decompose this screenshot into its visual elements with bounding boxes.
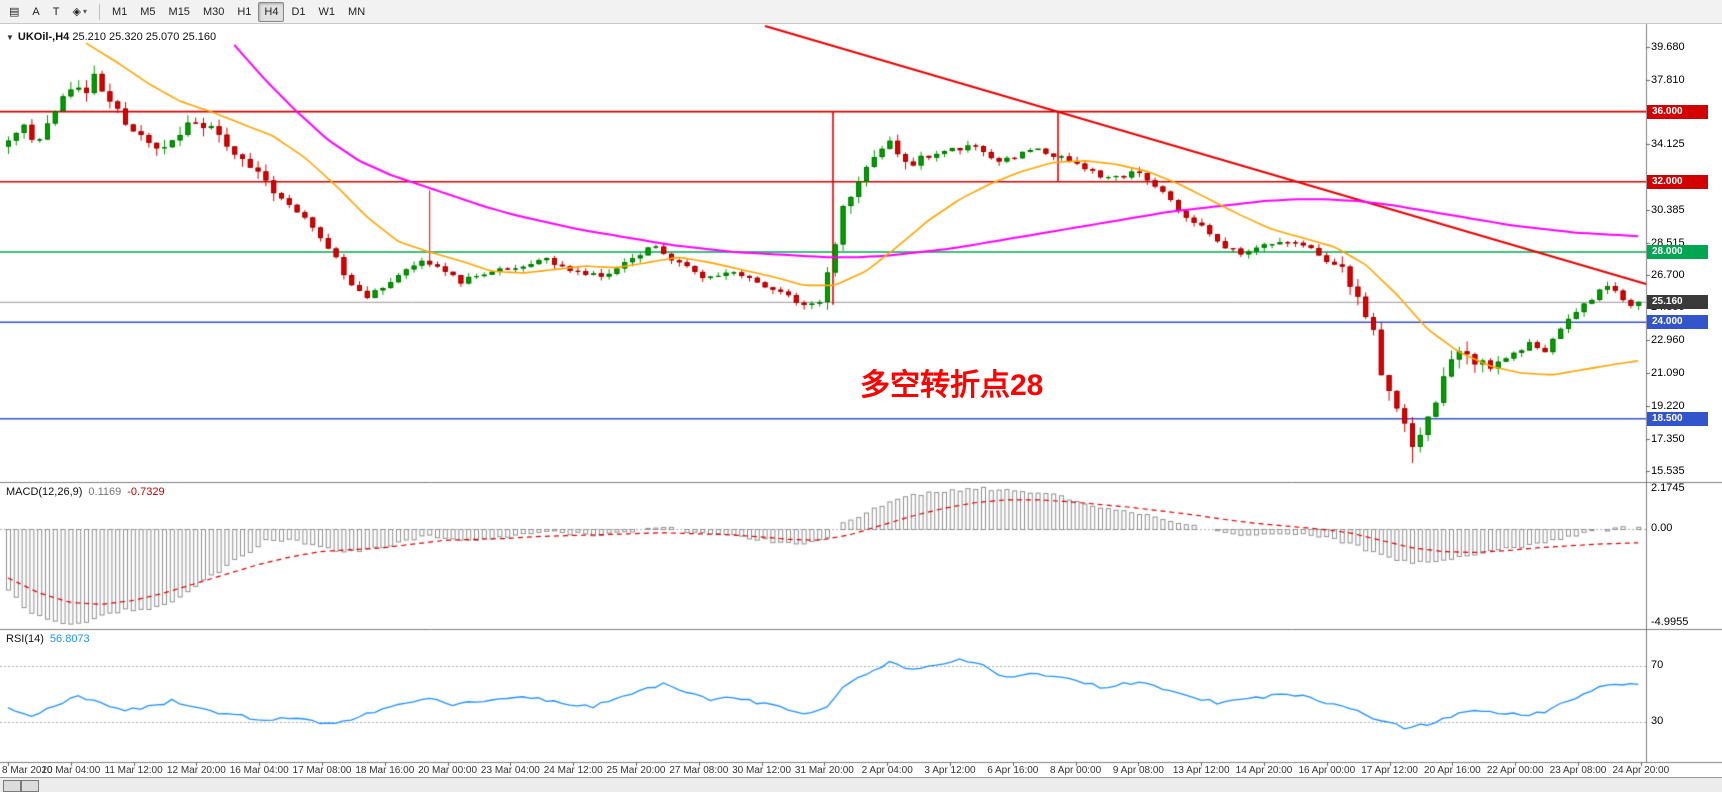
price-tick-label: 34.125 [1651, 138, 1685, 151]
symbol-period-text: UKOil-,H4 [17, 31, 70, 43]
price-level-badge: 25.160 [1647, 294, 1708, 309]
price-level-badge: 24.000 [1647, 315, 1708, 330]
time-axis-label: 23 Apr 08:00 [1549, 765, 1607, 776]
time-axis-label: 16 Mar 04:00 [229, 765, 289, 776]
timeframe-button-M15[interactable]: M15 [168, 5, 190, 18]
ohlc-open: 25.210 [72, 31, 106, 43]
charts-icon: ▤ [9, 5, 20, 18]
rsi-value: 56.8073 [49, 633, 90, 645]
time-axis-label: 25 Mar 20:00 [606, 765, 666, 776]
timeframe-button-MN[interactable]: MN [348, 5, 366, 18]
ohlc-high: 25.320 [109, 31, 143, 43]
bottom-bar [0, 777, 1722, 792]
text-tool: T [52, 5, 60, 18]
time-axis-label: 9 Apr 08:00 [1112, 765, 1164, 776]
macd-name: MACD(12,26,9) [6, 486, 83, 498]
time-axis-label: 17 Apr 12:00 [1361, 765, 1418, 776]
time-axis-label: 31 Mar 20:00 [794, 765, 854, 776]
price-tick-label: 26.700 [1651, 268, 1685, 281]
rsi-scale-30: 30 [1651, 715, 1664, 727]
price-level-badge: 36.000 [1647, 104, 1708, 119]
macd-value-main: 0.1169 [88, 486, 122, 498]
time-axis-label: 16 Apr 00:00 [1298, 765, 1356, 776]
minimized-chart-icon[interactable] [21, 780, 39, 792]
charts-icon[interactable]: ▤ [3, 2, 25, 22]
toolbar-tools: ▤ A T ◈ ▾ [3, 2, 93, 22]
price-level-badge: 28.000 [1647, 244, 1708, 259]
price-tick-label: 19.220 [1651, 400, 1685, 413]
time-axis-label: 30 Mar 12:00 [732, 765, 792, 776]
time-axis-label: 20 Apr 16:00 [1424, 765, 1481, 776]
shapes-tool: ◈ [72, 5, 81, 18]
time-axis-label: 14 Apr 20:00 [1235, 765, 1293, 776]
macd-panel-label: MACD(12,26,9) 0.1169 -0.7329 [6, 486, 165, 498]
price-tick-label: 30.385 [1651, 204, 1685, 217]
time-axis-label: 24 Mar 12:00 [543, 765, 603, 776]
time-axis-label: 11 Mar 12:00 [104, 765, 163, 776]
time-axis-label: 27 Mar 08:00 [669, 765, 729, 776]
macd-scale-max: 2.1745 [1651, 482, 1685, 494]
timeframe-button-M30[interactable]: M30 [202, 5, 225, 18]
price-level-badge: 32.000 [1647, 174, 1708, 189]
macd-scale-zero: 0.00 [1651, 522, 1673, 534]
price-tick-label: 39.680 [1651, 41, 1685, 53]
time-axis-label: 3 Apr 12:00 [924, 765, 976, 776]
time-axis-label: 23 Mar 04:00 [480, 765, 540, 776]
ohlc-close: 25.160 [182, 31, 217, 43]
time-axis-label: 18 Mar 16:00 [355, 765, 415, 776]
shapes-tool[interactable]: ◈ ▾ [66, 2, 92, 22]
timeframe-button-H1[interactable]: H1 [237, 5, 252, 18]
collapse-arrow-icon[interactable]: ▼ [6, 33, 14, 42]
time-axis-label: 2 Apr 04:00 [861, 765, 913, 776]
timeframe-button-M1[interactable]: M1 [111, 5, 128, 18]
timeframe-button-D1[interactable]: D1 [291, 5, 306, 18]
chart-symbol-label: ▼ UKOil-,H4 25.210 25.320 25.070 25.160 [6, 31, 216, 43]
minimized-chart-icon[interactable] [3, 780, 21, 792]
timeframe-toolbar: M1 M5 M15 M30 H1 H4 D1 W1 MN [106, 1, 371, 22]
cursor-tool-a[interactable]: A [26, 2, 45, 22]
macd-value-signal: -0.7329 [127, 486, 165, 498]
price-tick-label: 22.960 [1651, 334, 1685, 347]
price-tick-label: 21.090 [1651, 367, 1685, 380]
time-axis-label: 22 Apr 00:00 [1486, 765, 1544, 776]
time-axis-label: 12 Mar 20:00 [166, 765, 226, 776]
time-axis-label: 10 Mar 04:00 [41, 765, 101, 776]
macd-scale-min: -4.9955 [1651, 616, 1689, 628]
time-axis-label: 20 Mar 00:00 [418, 765, 478, 776]
time-axis-label: 13 Apr 12:00 [1172, 765, 1230, 776]
timeframe-button-H4[interactable]: H4 [258, 1, 285, 22]
cursor-tool-a: A [32, 5, 40, 18]
time-axis-label: 24 Apr 20:00 [1612, 765, 1670, 776]
time-axis-label: 8 Apr 00:00 [1050, 765, 1102, 776]
rsi-panel-label: RSI(14) 56.8073 [6, 633, 90, 645]
time-axis-label: 17 Mar 08:00 [292, 765, 352, 776]
price-level-badge: 18.500 [1647, 411, 1708, 426]
price-tick-label: 37.810 [1651, 73, 1685, 86]
rsi-scale-70: 70 [1651, 659, 1664, 671]
time-axis-label: 8 Mar 2020 [2, 765, 53, 776]
text-tool[interactable]: T [47, 2, 66, 22]
chart-annotation-text: 多空转折点28 [860, 369, 1044, 402]
ohlc-low: 25.070 [145, 31, 180, 43]
price-tick-label: 15.535 [1651, 464, 1685, 477]
toolbar-separator [98, 3, 100, 20]
toolbar: ▤ A T ◈ ▾ M1 M5 M15 M30 H1 H4 D1 W1 MN [0, 0, 1722, 24]
price-tick-label: 17.350 [1651, 432, 1685, 445]
rsi-name: RSI(14) [6, 633, 44, 645]
dropdown-caret-icon: ▾ [82, 6, 87, 16]
time-axis-label: 6 Apr 16:00 [987, 765, 1039, 776]
timeframe-button-W1[interactable]: W1 [318, 5, 336, 18]
timeframe-button-M5[interactable]: M5 [140, 5, 156, 18]
